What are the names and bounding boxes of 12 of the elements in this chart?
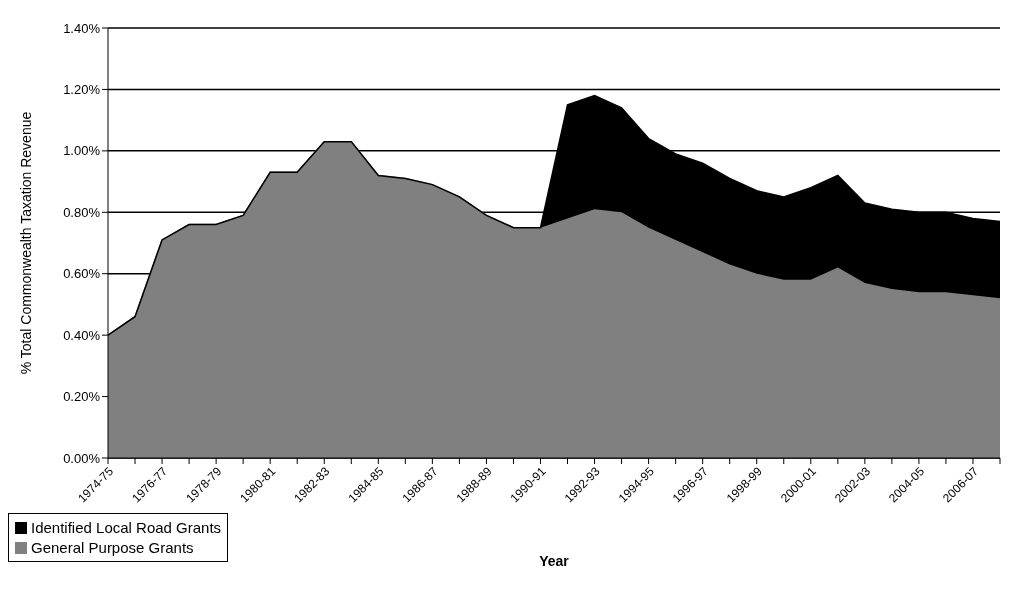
y-tick-label: 0.00% (63, 450, 101, 466)
legend-label: Identified Local Road Grants (31, 519, 222, 536)
y-tick-label: 1.40% (63, 20, 101, 36)
y-tick-label: 1.20% (63, 82, 101, 98)
y-tick-label: 0.80% (63, 204, 101, 220)
y-tick-label: 0.60% (63, 266, 101, 282)
y-tick-label: 1.00% (63, 143, 101, 159)
y-tick-label: 0.40% (63, 327, 101, 343)
legend-label: General Purpose Grants (31, 539, 194, 556)
y-axis-title: % Total Commonwealth Taxation Revenue (17, 111, 34, 375)
y-tick-label: 0.20% (63, 389, 101, 405)
x-axis-title: Year (539, 553, 570, 569)
